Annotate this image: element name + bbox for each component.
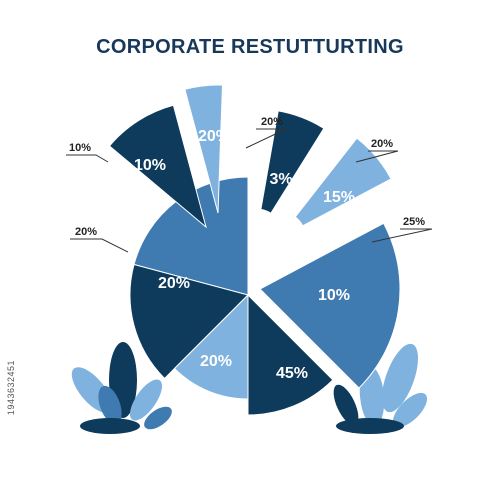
callout-leader-2 [355,150,399,163]
callout-label-0: 10% [69,142,91,154]
ground [336,418,404,434]
leaf [333,384,359,426]
slice-label: 10% [134,157,166,174]
slice-label: 20% [158,275,190,292]
callout-leader-0 [66,154,109,163]
slice-label: 15% [323,189,355,206]
leaf [381,343,419,413]
slice-label: 45% [276,365,308,382]
leaf [144,406,172,430]
slice-6 [184,84,223,214]
leaf [392,392,428,428]
ground [80,418,140,434]
slice-label: 10% [318,287,350,304]
slice-2 [173,293,249,400]
callout-label-4: 20% [75,226,97,238]
callout-leaders: 10% 20% 20% 25% 20% [66,116,433,253]
slice-label: 20% [200,353,232,370]
slice-3 [129,263,249,380]
leaf-plant-icon [71,342,172,434]
slice-right-10 [259,222,401,389]
slice-7 [260,110,325,214]
slice-label: 20% [198,128,230,145]
callout-leader-4 [70,238,129,253]
slice-labels: 45% 20% 20% 10% 20% 3% 15% 10% [134,128,355,382]
slice-8 [294,137,392,227]
slice-label: 3% [269,171,292,188]
slice-5 [108,104,207,229]
pie-slices [108,84,401,416]
callout-leader-3 [371,228,433,243]
slice-1 [247,293,334,416]
callout-label-3: 25% [403,216,425,228]
leaf [98,385,122,425]
callout-leader-1 [245,128,287,149]
leaf [129,379,163,421]
callout-label-1: 20% [261,116,283,128]
callout-label-2: 20% [371,138,393,150]
page-title: CORPORATE RESTUTTURTING [96,36,404,58]
